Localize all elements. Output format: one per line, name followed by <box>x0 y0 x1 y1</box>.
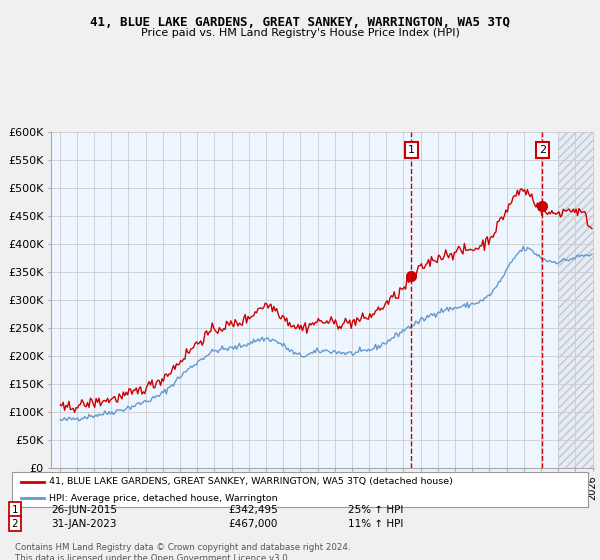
Text: 11% ↑ HPI: 11% ↑ HPI <box>348 519 403 529</box>
Text: 2: 2 <box>539 145 546 155</box>
Text: 41, BLUE LAKE GARDENS, GREAT SANKEY, WARRINGTON, WA5 3TQ: 41, BLUE LAKE GARDENS, GREAT SANKEY, WAR… <box>90 16 510 29</box>
Text: 1: 1 <box>11 505 19 515</box>
Text: Contains HM Land Registry data © Crown copyright and database right 2024.
This d: Contains HM Land Registry data © Crown c… <box>15 543 350 560</box>
Bar <box>558 132 594 468</box>
Text: 41, BLUE LAKE GARDENS, GREAT SANKEY, WARRINGTON, WA5 3TQ (detached house): 41, BLUE LAKE GARDENS, GREAT SANKEY, WAR… <box>49 477 454 486</box>
Text: 2: 2 <box>11 519 19 529</box>
Bar <box>51 132 558 468</box>
Text: 26-JUN-2015: 26-JUN-2015 <box>51 505 117 515</box>
Text: HPI: Average price, detached house, Warrington: HPI: Average price, detached house, Warr… <box>49 493 278 503</box>
Text: 25% ↑ HPI: 25% ↑ HPI <box>348 505 403 515</box>
Text: 31-JAN-2023: 31-JAN-2023 <box>51 519 116 529</box>
Text: 1: 1 <box>408 145 415 155</box>
Text: £342,495: £342,495 <box>228 505 278 515</box>
Text: £467,000: £467,000 <box>228 519 277 529</box>
Text: Price paid vs. HM Land Registry's House Price Index (HPI): Price paid vs. HM Land Registry's House … <box>140 28 460 38</box>
